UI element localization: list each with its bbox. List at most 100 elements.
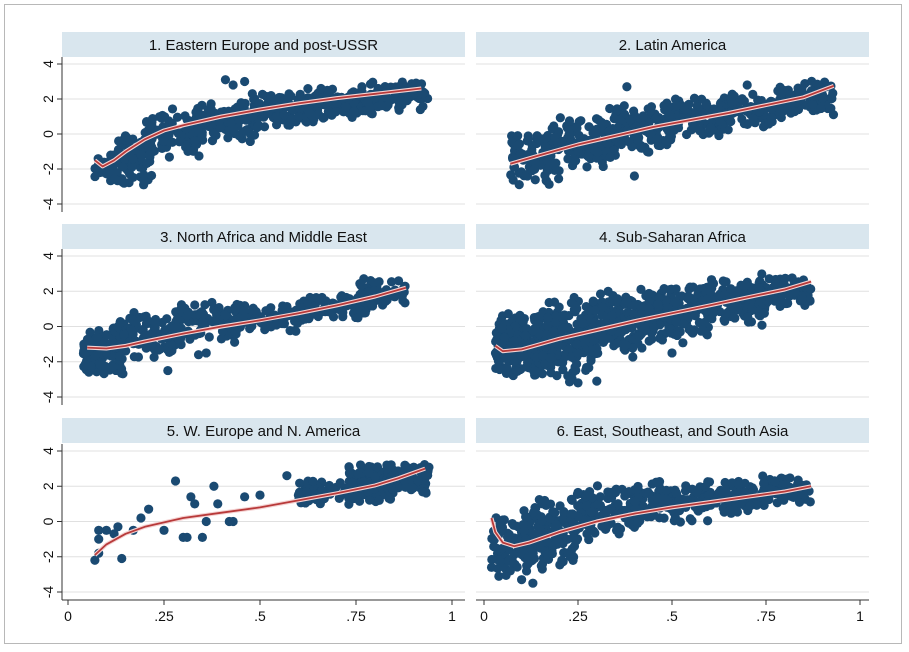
- data-point: [294, 111, 304, 122]
- data-point: [634, 331, 645, 341]
- data-point: [332, 98, 342, 108]
- data-point: [674, 496, 684, 506]
- data-point: [569, 541, 580, 551]
- data-point: [775, 108, 785, 118]
- data-point: [741, 280, 751, 290]
- data-point: [726, 508, 736, 518]
- data-point: [688, 328, 698, 338]
- data-point: [115, 318, 125, 328]
- data-point: [236, 98, 246, 108]
- data-point: [198, 317, 208, 327]
- data-point: [592, 147, 603, 157]
- data-point: [696, 94, 707, 104]
- y-tick-label: -4: [40, 586, 56, 599]
- data-point: [393, 276, 404, 286]
- data-point: [155, 344, 165, 354]
- data-point: [374, 495, 384, 505]
- data-point: [186, 492, 196, 502]
- data-point: [602, 506, 612, 516]
- data-point: [615, 115, 625, 125]
- data-point: [229, 125, 239, 135]
- data-point: [200, 300, 210, 310]
- data-point: [542, 321, 552, 331]
- data-point: [756, 95, 767, 106]
- data-point: [592, 376, 602, 386]
- data-point: [552, 371, 562, 381]
- data-point: [491, 336, 501, 347]
- data-point: [726, 284, 736, 294]
- data-point: [217, 326, 228, 336]
- data-point: [120, 154, 130, 164]
- data-point: [672, 330, 682, 341]
- data-point: [113, 522, 123, 532]
- data-point: [319, 112, 329, 123]
- panel-title-band: [62, 224, 465, 249]
- data-point: [93, 348, 103, 358]
- data-point: [360, 308, 370, 318]
- data-point: [145, 150, 155, 160]
- data-point: [612, 338, 622, 348]
- data-point: [363, 97, 373, 107]
- data-point: [827, 93, 837, 104]
- data-point: [303, 83, 313, 94]
- data-point: [257, 89, 268, 100]
- data-point: [400, 298, 410, 308]
- data-point: [757, 269, 767, 279]
- data-point: [240, 492, 250, 502]
- data-point: [806, 284, 816, 294]
- data-point: [159, 525, 169, 535]
- data-point: [182, 532, 192, 542]
- data-point: [369, 286, 379, 296]
- data-point: [544, 179, 554, 189]
- data-point: [384, 493, 394, 503]
- data-point: [418, 487, 428, 497]
- data-point: [194, 151, 204, 161]
- data-point: [207, 297, 217, 308]
- data-point: [700, 317, 710, 327]
- data-point: [763, 296, 773, 307]
- data-point: [494, 571, 504, 581]
- data-point: [586, 507, 597, 517]
- data-point: [376, 101, 387, 111]
- data-point: [498, 515, 508, 525]
- data-point: [502, 532, 513, 542]
- data-point: [590, 528, 600, 538]
- data-point: [381, 296, 391, 306]
- data-point: [143, 316, 153, 326]
- data-point: [211, 317, 221, 327]
- data-point: [117, 162, 127, 172]
- data-point: [255, 98, 265, 109]
- data-point: [164, 347, 174, 358]
- data-point: [684, 292, 694, 302]
- data-point: [805, 497, 815, 507]
- data-point: [553, 174, 564, 184]
- data-point: [706, 123, 716, 133]
- y-tick-label: 2: [40, 287, 56, 295]
- data-point: [528, 548, 538, 558]
- data-point: [413, 475, 423, 485]
- data-point: [740, 487, 750, 497]
- data-point: [595, 289, 606, 299]
- data-point: [497, 323, 507, 333]
- data-point: [190, 300, 200, 310]
- data-point: [630, 496, 640, 507]
- data-point: [705, 287, 715, 297]
- data-point: [163, 365, 173, 376]
- data-point: [530, 175, 540, 185]
- data-point: [550, 540, 560, 550]
- data-point: [173, 128, 183, 138]
- data-point: [347, 478, 357, 488]
- data-point: [685, 282, 695, 292]
- data-point: [609, 145, 619, 155]
- data-point: [770, 476, 780, 487]
- data-point: [278, 301, 288, 311]
- data-point: [775, 297, 786, 307]
- data-point: [394, 103, 404, 113]
- data-point: [530, 164, 540, 174]
- data-point: [520, 331, 531, 341]
- data-point: [197, 132, 207, 142]
- data-point: [543, 313, 553, 323]
- data-point: [581, 362, 592, 373]
- data-point: [759, 308, 769, 318]
- data-point: [592, 481, 603, 491]
